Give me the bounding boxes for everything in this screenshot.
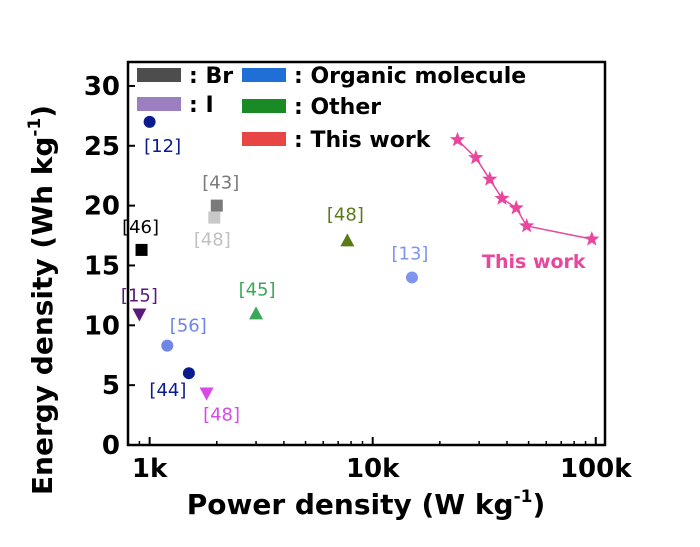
data-point [199,387,214,401]
y-tick-label: 5 [102,371,120,401]
data-point [249,306,264,320]
y-axis-label-superscript: -1 [25,118,45,137]
data-point-ref-label: [46] [122,217,159,238]
series-point [468,149,484,165]
data-point-ref-label: [48] [194,230,231,251]
y-tick-label: 0 [102,431,120,461]
data-point [132,308,147,322]
data-point [135,243,148,256]
y-tick-label: 15 [84,251,120,281]
legend-label: : Other [294,95,381,120]
data-point-ref-label: [13] [391,243,428,264]
legend-swatch [242,132,286,146]
legend-swatch [137,97,181,111]
y-axis-ticks: 0 5 10 15 20 25 30 [84,72,135,461]
legend-label: : Organic molecule [294,64,526,89]
data-point-ref-label: [43] [202,173,239,194]
series-point [494,190,510,205]
series-point [519,218,535,233]
x-tick-label: 1k [132,454,168,484]
reference-points: [12] [46] [43] [48] [15] [56] [44] [48] [45] [48]… [121,115,428,426]
legend: : Br : I : Organic molecule : Other : This w… [137,64,526,153]
data-point [161,339,174,352]
data-point-ref-label: [15] [121,286,158,307]
y-axis-label: Energy density (Wh kg-1) [25,105,59,495]
y-tick-label: 10 [84,311,120,341]
data-point [340,233,355,247]
data-point-ref-label: [12] [144,136,181,157]
series-point [508,200,524,215]
legend-label: : Br [189,64,233,89]
plot-frame [126,60,607,447]
x-axis-label: Power density (W kg-1) [187,487,546,521]
series-point [584,231,600,246]
data-point-ref-label: [48] [203,405,240,426]
legend-swatch [242,68,286,82]
x-axis-ticks: 1k 10k 100k [132,437,632,484]
data-point-ref-label: [56] [170,316,207,337]
data-point [143,115,156,128]
series-annotation: This work [482,251,586,273]
data-point [405,271,418,284]
data-point [208,211,221,224]
series-point [482,171,498,186]
y-axis-label-end: ) [26,105,59,118]
legend-swatch [242,99,286,113]
this-work-series: This work [449,131,600,273]
x-axis-label-end: ) [532,488,545,521]
data-point [210,199,223,212]
x-axis-label-superscript: -1 [514,487,533,507]
series-point [449,131,466,147]
data-point [182,367,195,380]
y-tick-label: 25 [84,132,120,162]
legend-swatch [137,68,181,82]
data-point-ref-label: [44] [149,380,186,401]
x-tick-label: 100k [560,454,632,484]
legend-label: : I [189,93,214,118]
y-tick-label: 30 [84,72,120,102]
x-tick-label: 10k [346,454,400,484]
data-point-ref-label: [48] [327,204,364,225]
legend-label: : This work [294,128,432,153]
data-point-ref-label: [45] [239,279,276,300]
y-tick-label: 20 [84,192,120,222]
